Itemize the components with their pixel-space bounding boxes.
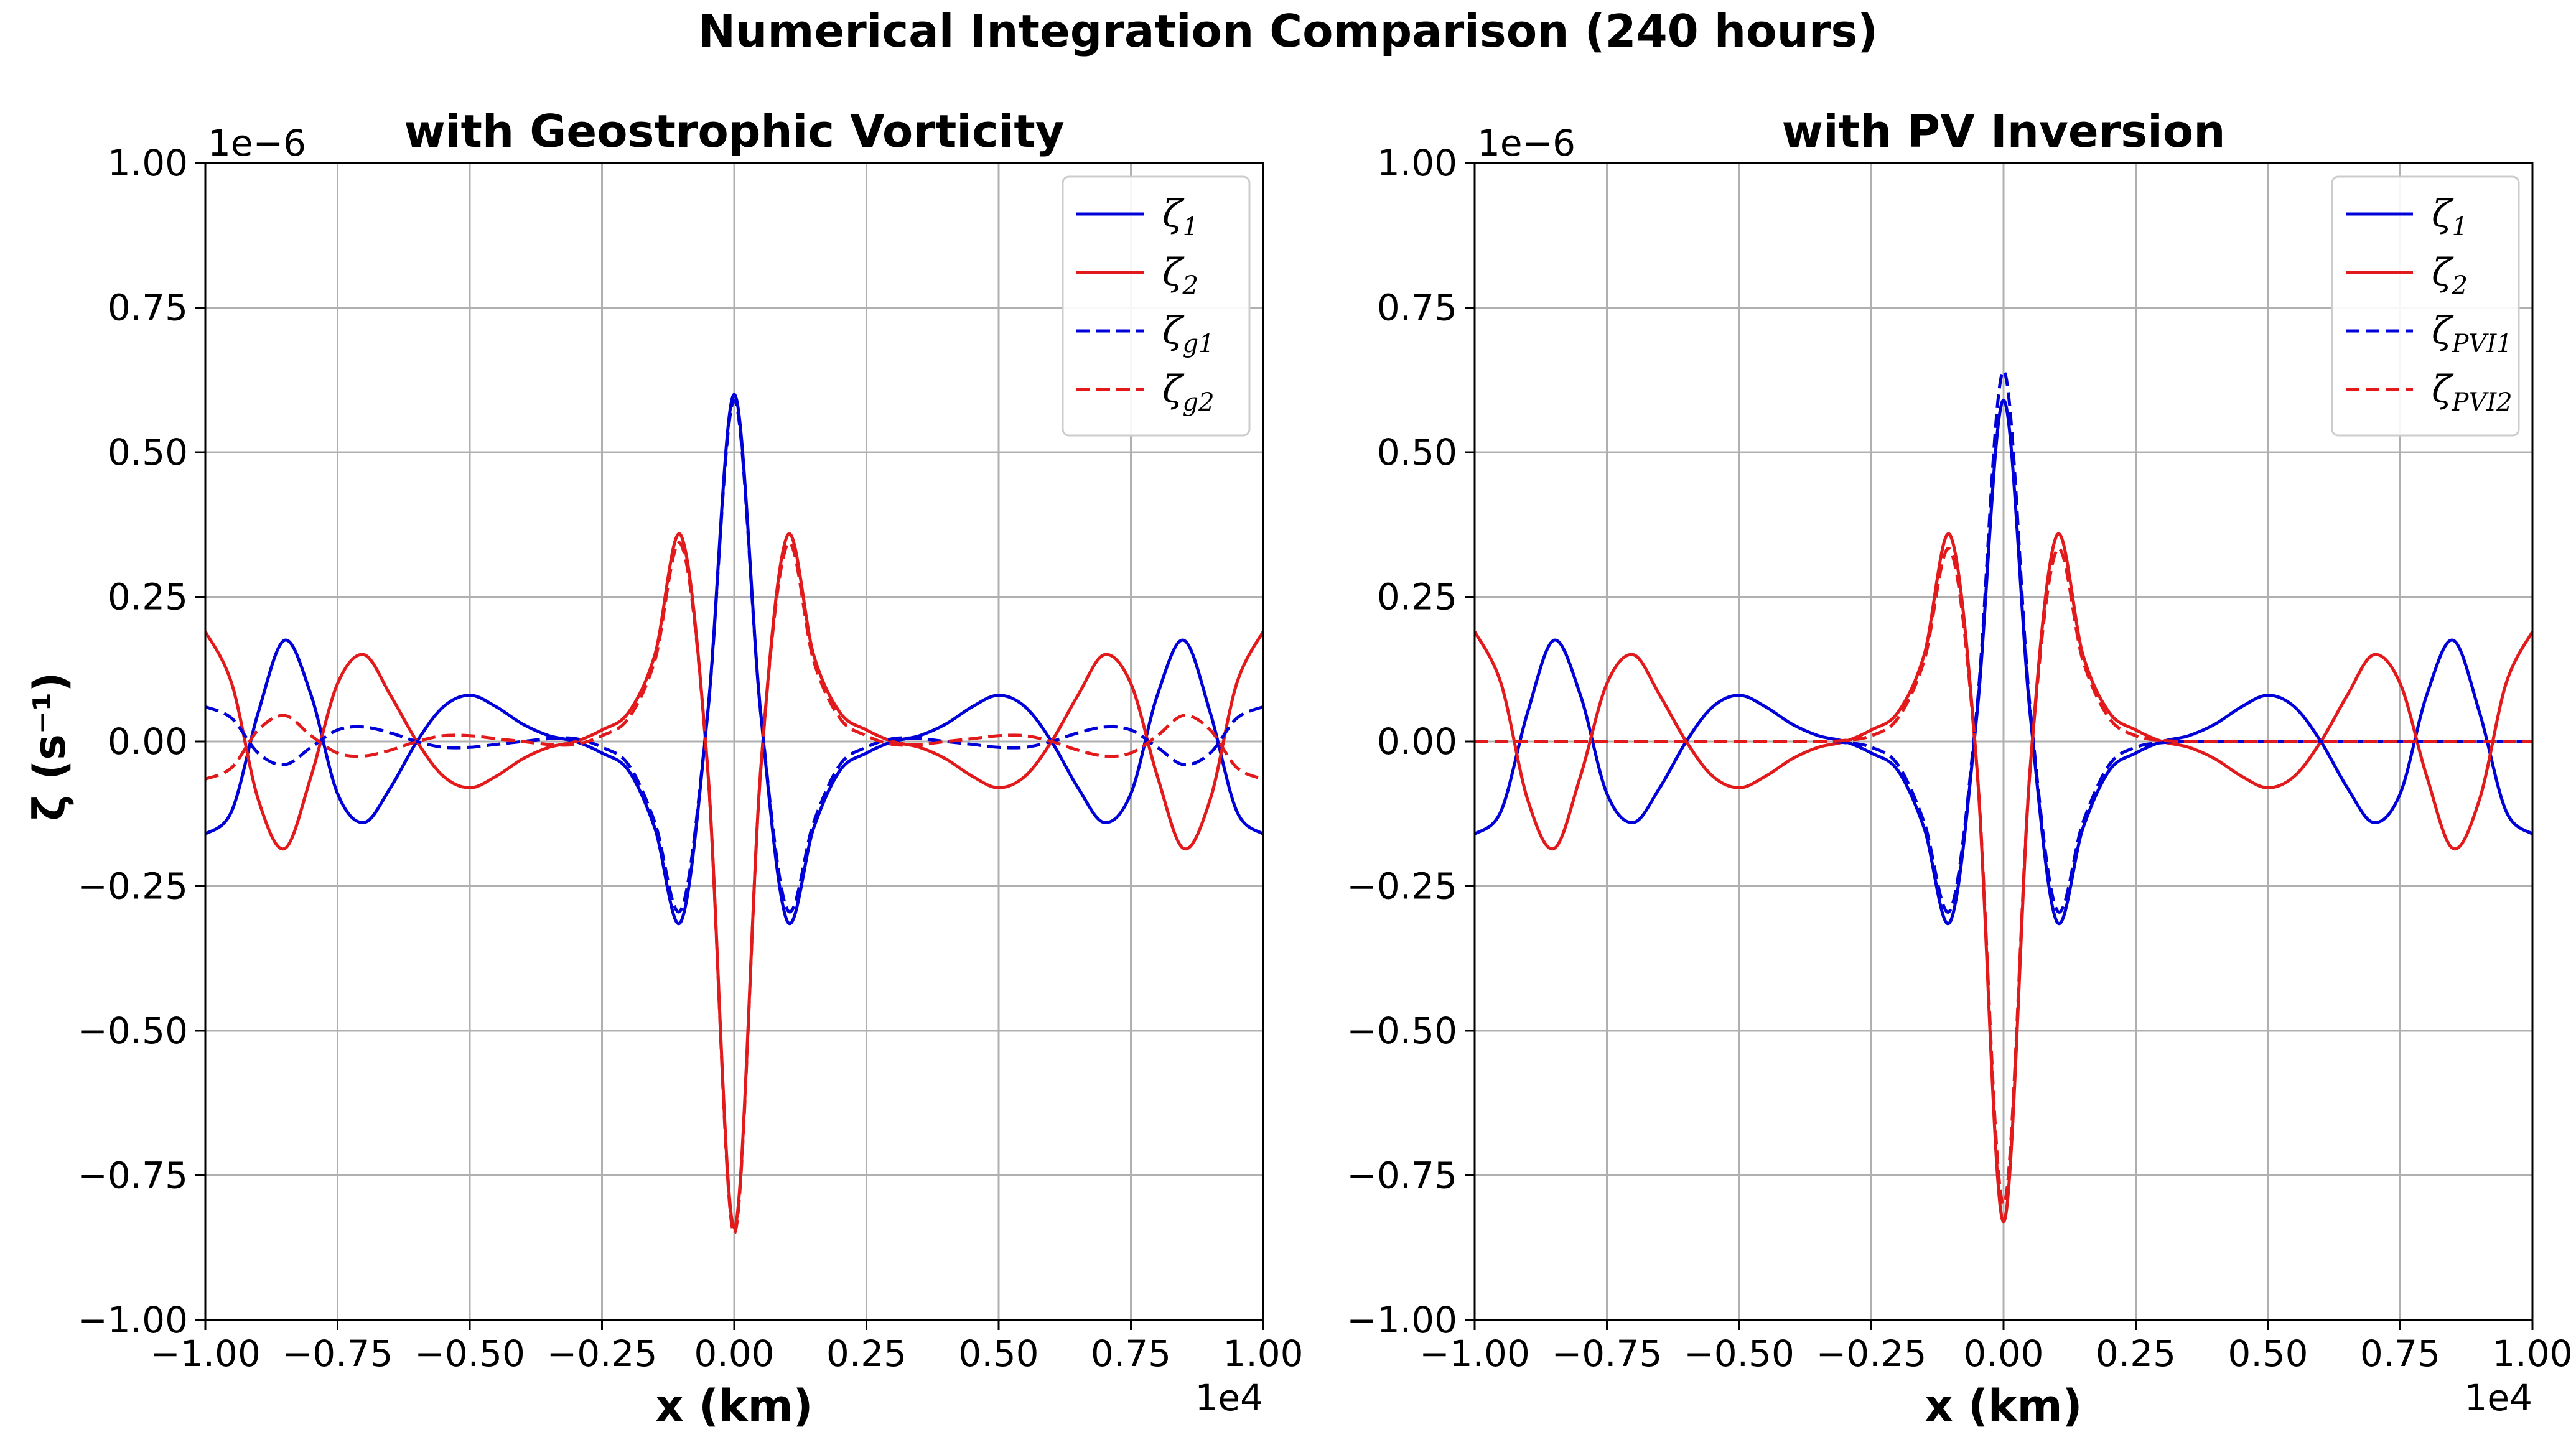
- x-offset-label: 1e4: [2465, 1377, 2533, 1419]
- legend-label-subscript: g1: [1183, 330, 1215, 358]
- legend-label: ζg2: [1162, 368, 1215, 417]
- plot-frame: [204, 162, 1264, 1321]
- legend-label-subscript: 2: [1182, 271, 1198, 300]
- y-tick-label: 0.00: [1377, 720, 1457, 763]
- panel-pv-inversion: −1.00 −0.75 −0.50 −0.25 0.00 0.25 0.50 0.75 1.00…: [1346, 105, 2572, 1431]
- x-tick-label: −0.50: [1684, 1332, 1794, 1375]
- x-tick-label: −0.75: [1552, 1332, 1663, 1375]
- series-lines: [1475, 370, 2532, 1224]
- legend-label: ζ1: [1162, 192, 1198, 241]
- y-tick-label: 0.75: [108, 287, 188, 329]
- y-tick-label: 0.50: [1377, 431, 1457, 473]
- series-line: [1475, 398, 2532, 925]
- y-tick-label: −1.00: [1346, 1299, 1457, 1341]
- panel-geostrophic: −1.00 −0.75 −0.50 −0.25 0.00 0.25 0.50 0.75 1.00…: [77, 105, 1303, 1431]
- y-tick-label: 1.00: [108, 142, 188, 184]
- legend-label-symbol: ζ: [1162, 368, 1185, 411]
- series-lines: [205, 393, 1263, 1235]
- x-tick-label: 1.00: [1223, 1332, 1303, 1375]
- legend-label-symbol: ζ: [1162, 309, 1185, 353]
- y-tick-label: 0.50: [108, 431, 188, 473]
- legend-label-subscript: PVI2: [2452, 388, 2513, 417]
- legend-label: ζPVI2: [2432, 368, 2513, 417]
- x-tick-label: −0.50: [414, 1332, 525, 1375]
- y-tick-label: 0.25: [1377, 576, 1457, 618]
- x-tick-label: 0.50: [2228, 1332, 2308, 1375]
- panel-title: with Geostrophic Vorticity: [404, 105, 1064, 157]
- legend-label-subscript: 2: [2452, 271, 2468, 300]
- y-tick-label: −0.75: [77, 1155, 188, 1197]
- y-offset-label: 1e−6: [1477, 122, 1575, 164]
- legend-label: ζg1: [1162, 309, 1215, 358]
- x-tick-label: −0.75: [282, 1332, 393, 1375]
- legend-label: ζPVI1: [2432, 309, 2513, 358]
- y-tick-label: −0.75: [1346, 1155, 1457, 1197]
- legend-label-subscript: PVI1: [2452, 330, 2513, 358]
- series-line: [205, 398, 1263, 914]
- legend-label-symbol: ζ: [1162, 192, 1185, 236]
- x-tick-label: −0.25: [547, 1332, 658, 1375]
- legend-label-subscript: g2: [1183, 388, 1215, 417]
- y-tick-label: 0.00: [108, 720, 188, 763]
- legend-label-subscript: 1: [2452, 213, 2468, 241]
- y-tick-label: 0.75: [1377, 287, 1457, 329]
- plot-frame: [1473, 162, 2534, 1321]
- panel-title: with PV Inversion: [1781, 105, 2225, 157]
- y-tick-label: −0.25: [1346, 865, 1457, 908]
- legend-label-symbol: ζ: [2432, 192, 2454, 236]
- y-tick-label: −1.00: [77, 1299, 188, 1341]
- legend-label-symbol: ζ: [2432, 309, 2454, 353]
- y-tick-label: −0.50: [77, 1010, 188, 1052]
- x-tick-label: −1.00: [150, 1332, 261, 1375]
- x-tick-label: 1.00: [2492, 1332, 2572, 1375]
- y-tick-label: 0.25: [108, 576, 188, 618]
- legend-label-symbol: ζ: [1162, 251, 1185, 294]
- legend-label-symbol: ζ: [2432, 251, 2454, 294]
- legend-box: [1062, 175, 1251, 437]
- x-tick-label: 0.00: [694, 1332, 774, 1375]
- x-tick-label: −0.25: [1816, 1332, 1927, 1375]
- series-line: [1475, 547, 2532, 1206]
- x-axis-title: x (km): [656, 1380, 813, 1431]
- legend-label: ζ1: [2432, 192, 2468, 241]
- series-line: [205, 393, 1263, 925]
- legend-label-symbol: ζ: [2432, 368, 2454, 411]
- legend-label-subscript: 1: [1183, 213, 1198, 241]
- x-tick-label: 0.75: [2360, 1332, 2440, 1375]
- x-tick-label: 0.25: [2096, 1332, 2176, 1375]
- y-tick-label: −0.25: [77, 865, 188, 908]
- x-axis-title: x (km): [1925, 1380, 2083, 1431]
- x-offset-label: 1e4: [1195, 1377, 1264, 1419]
- y-tick-label: −0.50: [1346, 1010, 1457, 1052]
- figure-title: Numerical Integration Comparison (240 ho…: [698, 5, 1878, 57]
- x-tick-label: 0.00: [1963, 1332, 2043, 1375]
- series-line: [1475, 532, 2532, 1224]
- legend-label: ζ2: [1162, 251, 1198, 300]
- x-tick-label: 0.75: [1091, 1332, 1171, 1375]
- x-tick-label: 0.50: [958, 1332, 1038, 1375]
- legend-label: ζ2: [2432, 251, 2468, 300]
- series-line: [205, 541, 1263, 1235]
- x-tick-label: 0.25: [826, 1332, 907, 1375]
- series-line: [205, 532, 1263, 1229]
- x-tick-label: −1.00: [1419, 1332, 1530, 1375]
- legend-box: [2331, 175, 2520, 437]
- y-tick-label: 1.00: [1377, 142, 1457, 184]
- y-offset-label: 1e−6: [208, 122, 306, 164]
